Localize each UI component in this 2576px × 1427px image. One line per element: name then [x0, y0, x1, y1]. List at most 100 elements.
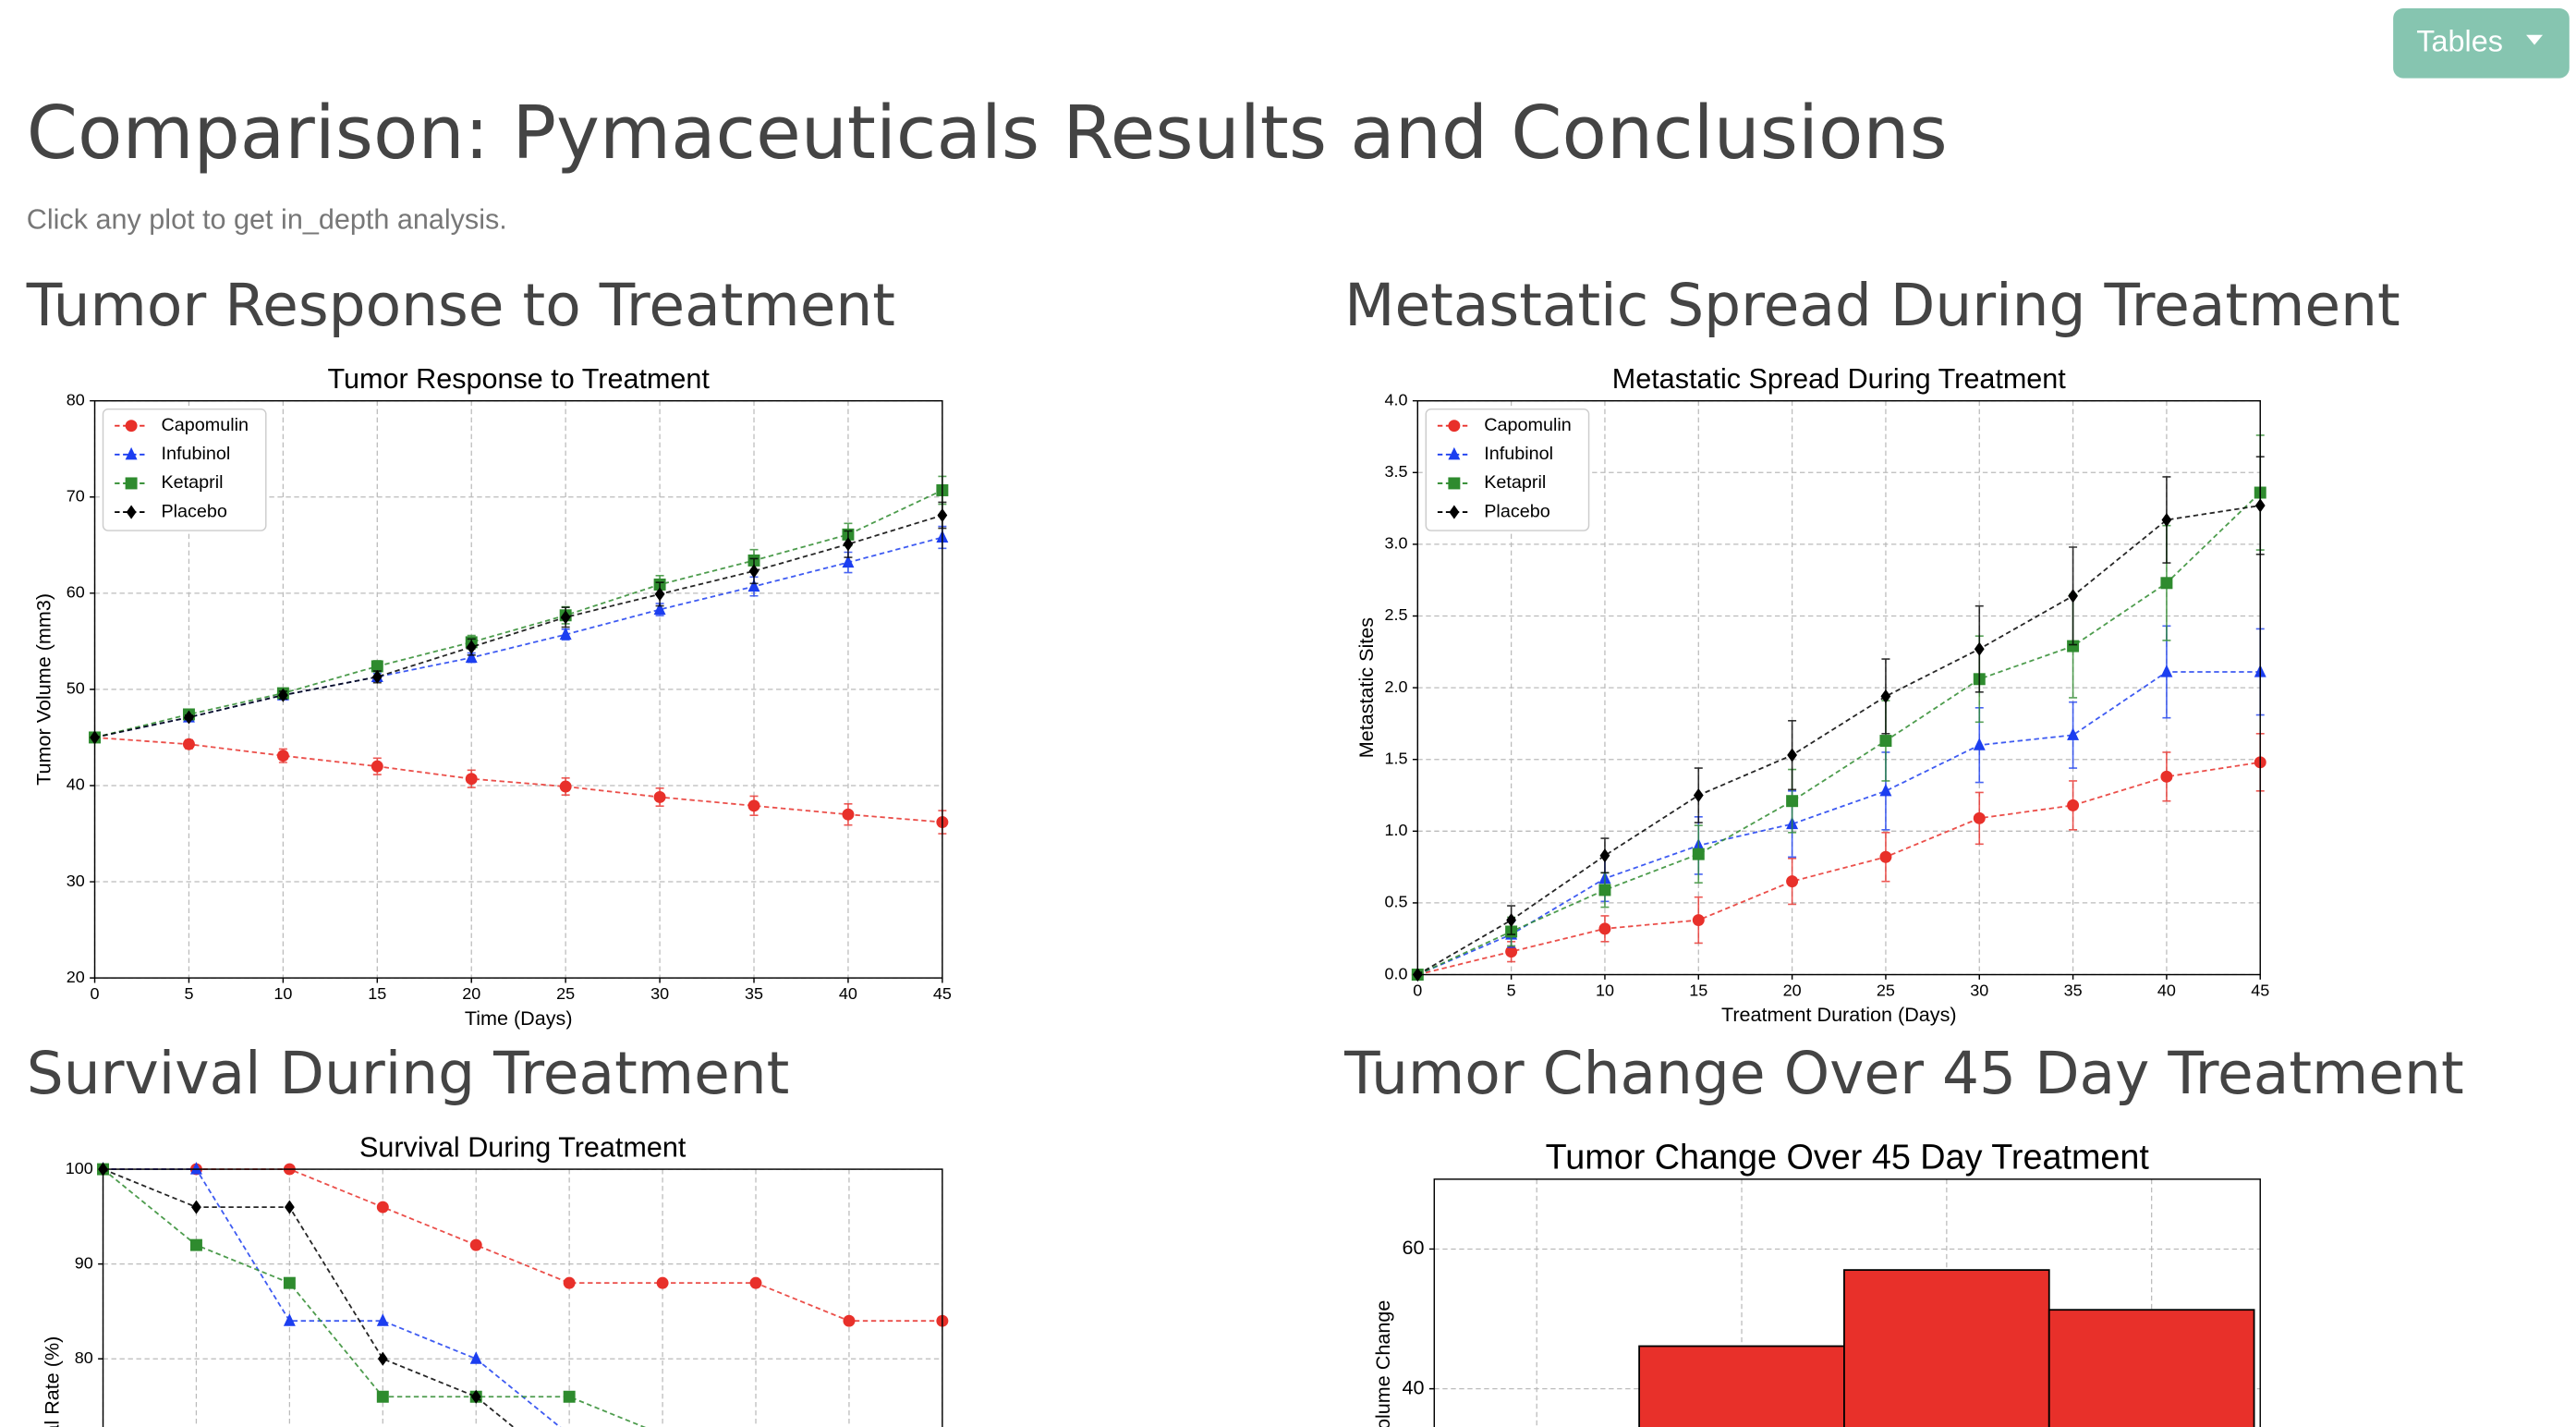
- series-line: [94, 489, 943, 738]
- section-heading: Tumor Response to Treatment: [26, 272, 895, 339]
- marker: [2160, 770, 2173, 783]
- legend-frame: [1425, 408, 1590, 531]
- marker: [469, 1351, 482, 1364]
- y-tick-label: 40: [1402, 1375, 1424, 1398]
- marker: [1692, 914, 1705, 927]
- marker: [376, 1390, 389, 1403]
- marker: [184, 710, 194, 725]
- x-tick-label: 20: [462, 984, 480, 1003]
- chart-title: Tumor Response to Treatment: [327, 363, 710, 395]
- bar: [1843, 1269, 2050, 1427]
- x-tick-label: 25: [556, 984, 575, 1003]
- y-axis-label: Metastatic Sites: [1355, 617, 1378, 759]
- marker: [371, 660, 383, 673]
- x-tick-label: 10: [1596, 981, 1614, 999]
- marker: [1879, 735, 1892, 748]
- marker: [1787, 748, 1798, 762]
- marker: [2067, 799, 2080, 811]
- y-tick-label: 3.0: [1384, 534, 1407, 553]
- y-tick-label: 90: [75, 1253, 93, 1272]
- x-tick-label: 35: [745, 984, 763, 1003]
- series-line: [102, 1168, 647, 1427]
- x-tick-label: 40: [839, 984, 857, 1003]
- y-tick-label: 80: [67, 390, 85, 409]
- plot-area: [93, 399, 943, 979]
- marker: [842, 555, 855, 568]
- series-line: [1416, 671, 2261, 976]
- marker: [371, 669, 383, 684]
- page-title: Comparison: Pymaceuticals Results and Co…: [27, 91, 1948, 176]
- marker: [2160, 665, 2173, 677]
- x-tick-label: 35: [2064, 981, 2083, 999]
- legend-frame: [102, 408, 267, 531]
- series-line: [94, 536, 943, 738]
- legend-marker: [125, 477, 138, 490]
- legend-label: Capomulin: [1484, 415, 1572, 435]
- marker: [276, 750, 289, 762]
- page-subtitle: Click any plot to get in_depth analysis.: [27, 203, 507, 235]
- x-axis-label: Treatment Duration (Days): [1721, 1003, 1957, 1026]
- marker: [1879, 850, 1892, 863]
- marker: [2160, 577, 2173, 590]
- bar: [1638, 1345, 1845, 1427]
- marker: [749, 1276, 762, 1289]
- marker: [560, 610, 571, 625]
- marker: [1506, 912, 1517, 928]
- y-axis-label: % Tumor Volume Change: [1371, 1300, 1394, 1427]
- marker: [376, 1201, 389, 1214]
- legend-label: Ketapril: [1484, 472, 1546, 493]
- y-tick-label: 20: [67, 968, 85, 986]
- marker: [1974, 641, 1985, 656]
- y-tick-label: 50: [67, 679, 85, 698]
- marker: [1692, 848, 1705, 860]
- chart-title: Metastatic Spread During Treatment: [1612, 363, 2067, 395]
- x-tick-label: 45: [933, 984, 952, 1003]
- marker: [1973, 811, 1986, 824]
- marker: [1598, 922, 1611, 935]
- x-tick-label: 25: [1877, 981, 1895, 999]
- marker: [563, 1390, 576, 1403]
- legend-marker: [125, 420, 138, 433]
- marker: [2161, 512, 2172, 528]
- plot-area: [1433, 1178, 2261, 1427]
- y-tick-label: 3.5: [1384, 462, 1407, 481]
- marker: [470, 1389, 481, 1404]
- series-line: [1416, 492, 2261, 976]
- series-line: [1416, 505, 2261, 976]
- x-tick-label: 15: [368, 984, 386, 1003]
- tables-button-label[interactable]: Tables: [2416, 24, 2503, 57]
- marker: [563, 1276, 576, 1289]
- y-tick-label: 4.0: [1384, 390, 1407, 409]
- marker: [1693, 787, 1704, 803]
- marker: [277, 688, 288, 702]
- legend-marker: [1448, 446, 1461, 460]
- marker: [1786, 795, 1799, 808]
- marker: [469, 1238, 482, 1251]
- marker: [1879, 783, 1892, 797]
- marker: [284, 1200, 295, 1214]
- x-tick-label: 0: [91, 984, 100, 1003]
- tables-button[interactable]: [2393, 7, 2570, 79]
- legend-label: Capomulin: [161, 415, 249, 435]
- marker: [465, 650, 478, 664]
- legend-marker: [126, 505, 137, 519]
- marker: [843, 1314, 856, 1327]
- plot-area: [1416, 399, 2261, 976]
- x-tick-label: 15: [1689, 981, 1707, 999]
- section-heading: Metastatic Spread During Treatment: [1344, 272, 2400, 339]
- chart: [97, 1162, 949, 1427]
- x-tick-label: 5: [1507, 981, 1516, 999]
- section-heading: Survival During Treatment: [27, 1040, 790, 1107]
- x-tick-label: 20: [1783, 981, 1802, 999]
- marker: [748, 564, 759, 579]
- series-line: [103, 1168, 515, 1427]
- legend: Capomulin Infubinol Ketapril Placebo: [1425, 408, 1590, 531]
- x-axis-label: Time (Days): [465, 1006, 573, 1030]
- marker: [653, 790, 666, 803]
- marker: [465, 773, 478, 786]
- legend-label: Placebo: [1484, 501, 1549, 521]
- marker: [747, 579, 760, 592]
- marker: [377, 1351, 388, 1366]
- legend-marker: [1448, 477, 1461, 490]
- chart-title: Survival During Treatment: [359, 1132, 687, 1164]
